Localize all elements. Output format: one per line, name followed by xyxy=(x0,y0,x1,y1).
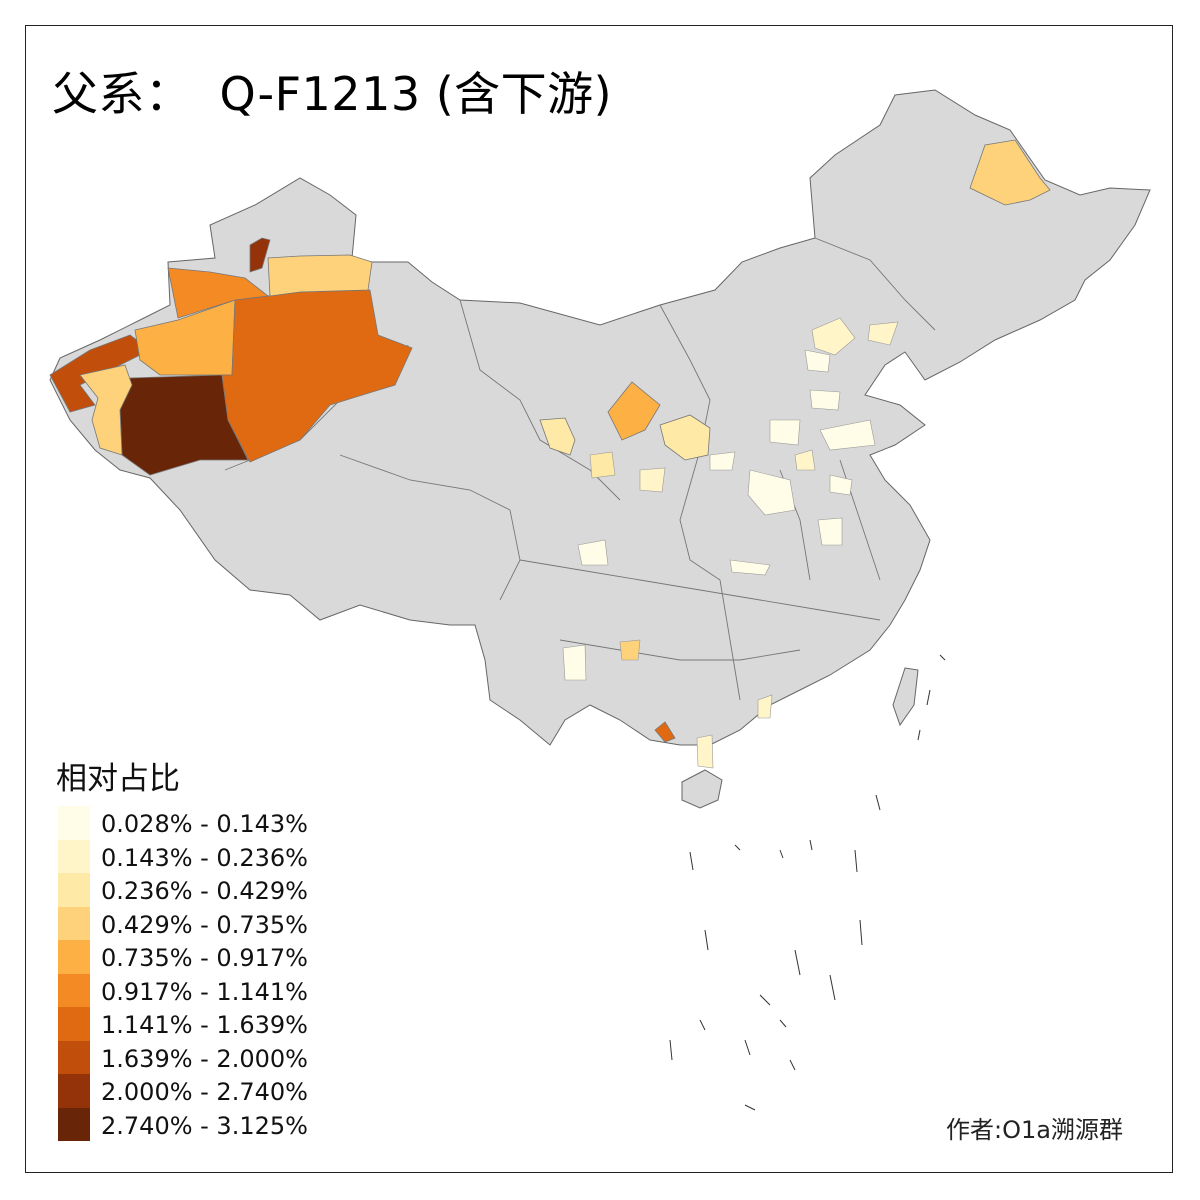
legend-swatch xyxy=(58,1007,90,1041)
legend-swatch xyxy=(58,940,90,974)
title-prefix: 父系： xyxy=(52,67,192,121)
legend-swatch xyxy=(58,806,90,840)
legend-label: 1.141% - 1.639% xyxy=(101,1011,308,1039)
region-ningxia xyxy=(607,381,661,441)
legend-swatch xyxy=(58,1074,90,1108)
legend-swatch xyxy=(58,839,90,873)
region-bayingolin xyxy=(221,289,413,463)
region-ili xyxy=(167,267,270,319)
map-title: 父系： Q-F1213 (含下游) xyxy=(52,58,612,124)
legend-label: 0.028% - 0.143% xyxy=(101,810,308,838)
region-heilongjiang xyxy=(969,139,1051,206)
map-frame xyxy=(25,25,1173,1173)
south-sea-islands xyxy=(669,654,946,1111)
region-shaanxi xyxy=(659,414,711,461)
taiwan-island xyxy=(892,667,919,727)
hainan-island xyxy=(681,769,723,809)
legend-label: 0.236% - 0.429% xyxy=(101,877,308,905)
province-borders xyxy=(224,237,936,701)
legend-label: 1.639% - 2.000% xyxy=(101,1044,308,1073)
author-credit: 作者:O1a溯源群 xyxy=(946,1116,1123,1144)
legend-swatch xyxy=(58,973,90,1007)
legend-swatch xyxy=(58,1107,90,1141)
region-urumqi xyxy=(267,254,373,297)
legend-swatch xyxy=(58,873,90,907)
legend-label: 0.429% - 0.735% xyxy=(101,910,308,939)
region-gansu xyxy=(539,417,576,456)
region-layer xyxy=(49,139,1051,743)
region-kashgar-south xyxy=(79,364,133,456)
legend-swatch xyxy=(58,906,90,940)
low-value-counties xyxy=(562,317,899,769)
legend-label: 0.143% - 0.236% xyxy=(101,843,308,872)
legend-title: 相对占比 xyxy=(56,761,180,797)
region-tacheng xyxy=(249,237,271,273)
legend-label: 0.735% - 0.917% xyxy=(101,944,308,972)
region-yunnan-south xyxy=(654,721,676,743)
legend-label: 2.740% - 3.125% xyxy=(101,1111,308,1140)
title-haplogroup: Q-F1213 (含下游) xyxy=(219,67,613,121)
legend-label: 0.917% - 1.141% xyxy=(101,977,308,1006)
legend-label: 2.000% - 2.740% xyxy=(101,1078,308,1106)
legend-swatch xyxy=(58,1040,90,1074)
